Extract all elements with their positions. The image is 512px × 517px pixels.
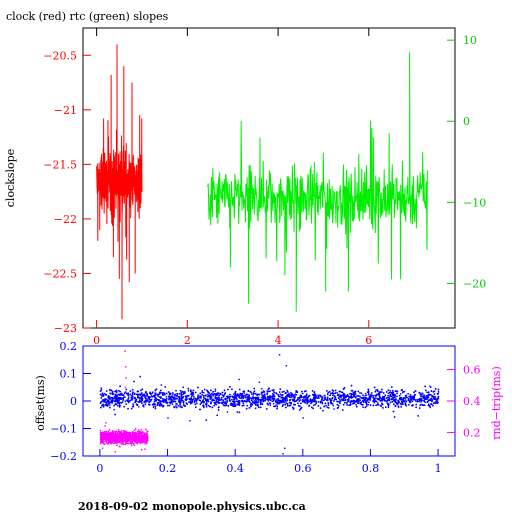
offset-scatter-points	[99, 354, 440, 455]
bottom-right-tick-label: 0.4	[463, 395, 481, 408]
bottom-left-tick-label: 0.2	[60, 340, 78, 353]
top-right-tick-label: −20	[463, 277, 486, 290]
bottom-x-tick-label: 0.2	[159, 462, 177, 475]
top-right-axis: −20 −10 0 10	[447, 34, 486, 290]
bottom-series-group	[99, 350, 440, 455]
bottom-left-tick-label: 0.1	[60, 368, 78, 381]
bottom-panel: −0.2 −0.1 0 0.1 0.2 0.2 0.4 0.6 0 0.2 0.4 0.6 0.8 1…	[34, 340, 503, 475]
chart-title: clock (red) rtc (green) slopes	[6, 10, 169, 23]
bottom-y2-axis-label: rnd−trip(ms)	[490, 366, 503, 440]
bottom-left-tick-label: −0.1	[50, 423, 77, 436]
bottom-left-tick-label: 0	[70, 395, 77, 408]
top-x-tick-label: 4	[275, 334, 282, 347]
bottom-left-tick-label: −0.2	[50, 450, 77, 463]
top-plot-frame	[82, 27, 456, 329]
top-x-tick-label: 0	[93, 334, 100, 347]
bottom-right-tick-label: 0.6	[463, 364, 481, 377]
bottom-x-tick-label: 0	[96, 462, 103, 475]
bottom-left-axis: −0.2 −0.1 0 0.1 0.2	[50, 340, 91, 463]
bottom-x-tick-label: 1	[435, 462, 442, 475]
top-right-tick-label: −10	[463, 196, 486, 209]
top-right-tick-label: 0	[463, 115, 470, 128]
top-left-tick-label: −23	[54, 322, 77, 335]
bottom-y-axis-label: offset(ms)	[34, 375, 47, 431]
rtc-slope-series-line	[207, 52, 429, 312]
top-x-tick-label: 2	[184, 334, 191, 347]
top-left-tick-label: −22.5	[43, 267, 77, 280]
bottom-right-axis: 0.2 0.4 0.6	[447, 364, 481, 439]
top-left-tick-label: −20.5	[43, 49, 77, 62]
bottom-x-tick-label: 0.6	[294, 462, 312, 475]
top-left-tick-label: −22	[54, 213, 77, 226]
bottom-right-tick-label: 0.2	[463, 426, 481, 439]
top-left-tick-label: −21	[54, 104, 77, 117]
bottom-x-tick-label: 0.4	[226, 462, 244, 475]
top-x-tick-label: 6	[365, 334, 372, 347]
top-left-axis: −23 −22.5 −22 −21.5 −21 −20.5	[43, 49, 91, 335]
bottom-x-tick-label: 0.8	[362, 462, 380, 475]
top-y-axis-label: clockslope	[4, 149, 17, 207]
footer-text: 2018-09-02 monopole.physics.ubc.ca	[78, 500, 306, 512]
top-left-tick-label: −21.5	[43, 158, 77, 171]
roundtrip-scatter-points	[99, 350, 149, 453]
top-right-tick-label: 10	[463, 34, 477, 47]
top-series-group	[96, 44, 429, 320]
top-x-axis: 0 2 4 6	[93, 28, 372, 347]
clock-slope-series-line	[96, 44, 143, 320]
bottom-x-axis: 0 0.2 0.4 0.6 0.8 1	[96, 449, 442, 475]
